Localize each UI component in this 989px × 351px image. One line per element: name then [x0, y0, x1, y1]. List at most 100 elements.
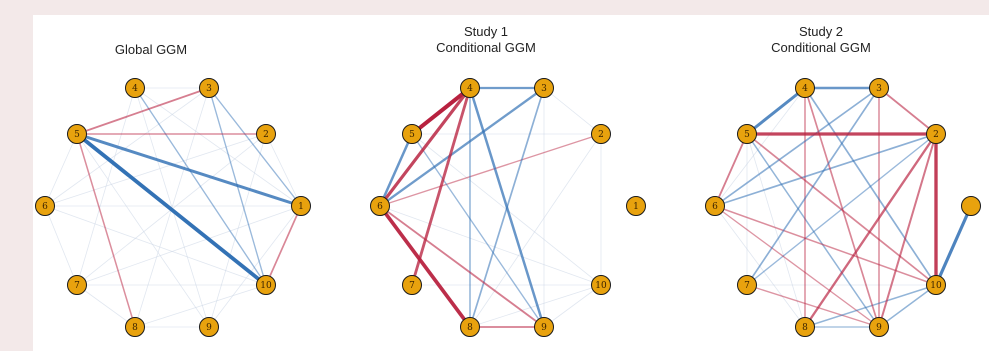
edge-10-1 [265, 205, 302, 286]
node-label: 5 [409, 130, 415, 140]
node-label: 4 [467, 84, 473, 94]
edge-3-7 [746, 87, 880, 286]
node-1 [961, 196, 981, 216]
edge-9-10 [878, 284, 937, 328]
node-circle [961, 196, 981, 216]
node-9: 9 [199, 317, 219, 337]
edge-5-3 [76, 87, 210, 135]
node-circle [402, 275, 422, 295]
node-2: 2 [926, 124, 946, 144]
edge-7-8 [76, 284, 136, 328]
node-label: 8 [467, 323, 473, 333]
edge-10-4 [134, 87, 267, 286]
node-label: 5 [74, 130, 80, 140]
node-8: 8 [795, 317, 815, 337]
node-3: 3 [869, 78, 889, 98]
edge-6-7 [44, 205, 78, 286]
node-2: 2 [256, 124, 276, 144]
edge-2-8 [803, 132, 938, 329]
node-circle [795, 78, 815, 98]
node-circle [926, 275, 946, 295]
edge-5-10 [746, 133, 937, 286]
node-label: 7 [744, 281, 750, 291]
edge-6-9 [379, 205, 545, 328]
node-circle [869, 78, 889, 98]
node-circle [67, 275, 87, 295]
node-label: 3 [876, 84, 882, 94]
edge-2-9 [208, 133, 267, 328]
edge-5-8 [746, 133, 806, 328]
node-7: 7 [67, 275, 87, 295]
node-6: 6 [35, 196, 55, 216]
node-10: 10 [256, 275, 276, 295]
node-label: 7 [409, 281, 415, 291]
edge-5-8 [76, 133, 136, 328]
edge-2-6 [714, 133, 937, 207]
edge-6-2 [379, 133, 602, 207]
node-label: 9 [206, 323, 212, 333]
edge-9-5 [76, 133, 210, 328]
edge-9-10 [543, 284, 602, 328]
node-7: 7 [737, 275, 757, 295]
edge-9-1 [208, 205, 302, 328]
network-panel-1: Global GGM 1 2 3 4 5 6 7 8 9 10 [35, 42, 311, 337]
node-label: 1 [633, 202, 639, 212]
edge-5-6 [378, 132, 414, 208]
edge-10-6 [44, 205, 267, 286]
edge-10-8 [134, 284, 267, 328]
edge-2-1 [265, 133, 302, 207]
node-circle [591, 124, 611, 144]
edge-3-2 [878, 87, 937, 135]
node-7: 7 [402, 275, 422, 295]
node-circle [626, 196, 646, 216]
edge-3-6 [44, 87, 210, 207]
edge-5-9 [746, 133, 880, 328]
node-2: 2 [591, 124, 611, 144]
node-label: 4 [132, 84, 138, 94]
edge-2-9 [877, 132, 938, 329]
node-9: 9 [534, 317, 554, 337]
edge-4-6 [378, 86, 472, 208]
edge-4-5 [745, 86, 807, 136]
edge-4-5 [410, 86, 472, 136]
edge-4-10 [804, 87, 937, 286]
node-3: 3 [199, 78, 219, 98]
node-label: 4 [802, 84, 808, 94]
edge-4-6 [714, 87, 806, 207]
node-circle [534, 317, 554, 337]
node-circle [256, 275, 276, 295]
node-circle [370, 196, 390, 216]
edge-5-9 [411, 133, 545, 328]
edge-3-1 [208, 87, 302, 207]
node-circle [591, 275, 611, 295]
node-label: 5 [744, 130, 750, 140]
node-label: 9 [876, 323, 882, 333]
edge-5-1 [75, 132, 303, 208]
node-5: 5 [737, 124, 757, 144]
node-1: 1 [291, 196, 311, 216]
node-3: 3 [534, 78, 554, 98]
node-label: 3 [206, 84, 212, 94]
node-circle [705, 196, 725, 216]
panel-title-line: Conditional GGM [436, 40, 536, 55]
node-circle [460, 78, 480, 98]
panel-title-line: Study 1 [464, 24, 508, 39]
edge-4-9 [468, 86, 546, 329]
node-label: 9 [541, 323, 547, 333]
node-circle [67, 124, 87, 144]
panel-title-line: Conditional GGM [771, 40, 871, 55]
edge-1-10 [934, 204, 973, 287]
node-4: 4 [460, 78, 480, 98]
node-5: 5 [67, 124, 87, 144]
edge-4-7 [410, 86, 472, 287]
edge-6-3 [714, 87, 880, 207]
node-label: 7 [74, 281, 80, 291]
edge-6-8 [378, 204, 472, 329]
node-circle [256, 124, 276, 144]
node-label: 2 [933, 130, 939, 140]
node-circle [199, 78, 219, 98]
node-10: 10 [591, 275, 611, 295]
node-label: 8 [132, 323, 138, 333]
node-4: 4 [795, 78, 815, 98]
